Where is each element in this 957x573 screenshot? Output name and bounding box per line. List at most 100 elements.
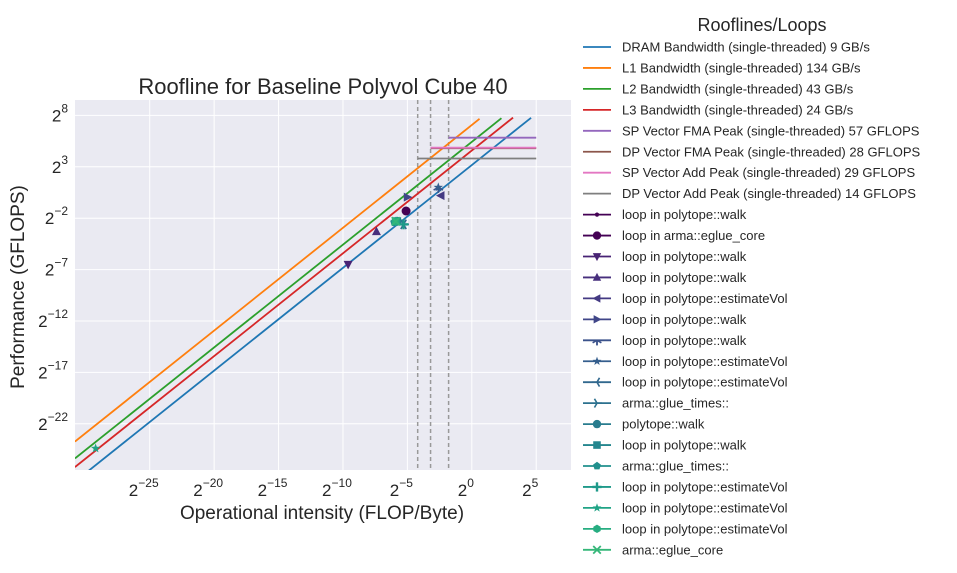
legend-item: loop in polytope::walk <box>583 333 747 348</box>
y-tick-label: 2−17 <box>38 358 68 382</box>
x-tick-label: 20 <box>458 476 474 500</box>
loop-marker <box>371 226 381 236</box>
legend-label: loop in arma::eglue_core <box>622 228 765 243</box>
loop-marker <box>398 219 409 230</box>
legend-label: loop in polytope::estimateVol <box>622 500 788 515</box>
loop-marker <box>433 182 444 192</box>
bandwidth-roofline <box>88 117 532 470</box>
legend-item: loop in polytope::walk <box>583 312 747 327</box>
legend-item: L1 Bandwidth (single-threaded) 134 GB/s <box>583 60 861 75</box>
loop-marker <box>90 443 101 453</box>
legend-label: loop in polytope::walk <box>622 438 747 453</box>
x-tick-label: 2−15 <box>258 476 288 500</box>
x-tick-label: 2−5 <box>390 476 413 500</box>
chart-title: Roofline for Baseline Polyvol Cube 40 <box>138 74 507 99</box>
legend-marker <box>591 377 601 387</box>
legend: Rooflines/Loops DRAM Bandwidth (single-t… <box>583 15 921 557</box>
legend-label: polytope::walk <box>622 417 705 432</box>
legend-marker <box>592 231 602 240</box>
loop-marker <box>403 192 413 202</box>
y-tick-label: 23 <box>52 153 68 177</box>
legend-marker <box>592 356 602 365</box>
legend-label: SP Vector Add Peak (single-threaded) 29 … <box>622 165 915 180</box>
loop-marker <box>401 206 411 216</box>
x-tick-label: 2−10 <box>322 476 352 500</box>
legend-item: loop in arma::eglue_core <box>583 228 765 243</box>
loop-marker <box>343 260 353 270</box>
legend-marker <box>593 315 602 324</box>
legend-item: loop in polytope::estimateVol <box>583 479 788 494</box>
rooflines <box>75 116 537 470</box>
legend-label: loop in polytope::estimateVol <box>622 291 788 306</box>
legend-label: arma::glue_times:: <box>622 459 729 474</box>
y-tick-label: 2−2 <box>45 204 68 228</box>
legend-item: loop in polytope::estimateVol <box>583 521 788 536</box>
legend-marker <box>593 398 603 408</box>
x-tick-label: 2−20 <box>193 476 223 500</box>
legend-item: arma::glue_times:: <box>583 459 729 474</box>
legend-item: polytope::walk <box>583 417 705 432</box>
legend-marker <box>593 441 601 449</box>
legend-label: loop in polytope::walk <box>622 249 747 264</box>
legend-title: Rooflines/Loops <box>697 15 826 35</box>
legend-marker <box>593 524 601 534</box>
legend-item: loop in polytope::walk <box>583 270 747 285</box>
legend-label: loop in polytope::estimateVol <box>622 521 788 536</box>
legend-item: SP Vector FMA Peak (single-threaded) 57 … <box>583 123 920 138</box>
legend-label: L2 Bandwidth (single-threaded) 43 GB/s <box>622 81 854 96</box>
legend-item: arma::eglue_core <box>583 542 723 557</box>
legend-items: DRAM Bandwidth (single-threaded) 9 GB/s L… <box>583 40 921 557</box>
x-tick-label: 2−25 <box>129 476 159 500</box>
plot-area <box>75 100 571 470</box>
bandwidth-roofline <box>75 118 481 443</box>
legend-item: loop in polytope::walk <box>583 438 747 453</box>
legend-label: loop in polytope::estimateVol <box>622 479 788 494</box>
loop-marker <box>435 191 445 201</box>
legend-item: DRAM Bandwidth (single-threaded) 9 GB/s <box>583 40 870 55</box>
legend-item: loop in polytope::estimateVol <box>583 375 788 390</box>
legend-label: arma::glue_times:: <box>622 396 729 411</box>
legend-label: arma::eglue_core <box>622 542 723 557</box>
legend-item: DP Vector FMA Peak (single-threaded) 28 … <box>583 144 921 159</box>
y-axis-ticks: 2−22 2−17 2−12 2−7 2−2 23 28 <box>38 101 68 433</box>
legend-item: L2 Bandwidth (single-threaded) 43 GB/s <box>583 81 854 96</box>
plot-background <box>75 100 571 470</box>
legend-item: loop in polytope::walk <box>583 249 747 264</box>
legend-label: loop in polytope::walk <box>622 333 747 348</box>
x-axis-label: Operational intensity (FLOP/Byte) <box>180 503 464 524</box>
loop-marker <box>391 216 401 226</box>
legend-marker <box>592 253 602 262</box>
legend-item: loop in polytope::estimateVol <box>583 291 788 306</box>
legend-marker <box>592 545 602 555</box>
legend-label: DP Vector FMA Peak (single-threaded) 28 … <box>622 144 921 159</box>
ridge-lines <box>416 100 450 470</box>
legend-label: loop in polytope::walk <box>622 312 747 327</box>
legend-marker <box>592 339 602 346</box>
x-tick-label: 25 <box>522 476 538 500</box>
loop-markers <box>90 182 445 453</box>
legend-marker <box>592 482 602 492</box>
legend-label: SP Vector FMA Peak (single-threaded) 57 … <box>622 123 920 138</box>
y-tick-label: 28 <box>52 101 68 125</box>
legend-marker <box>594 212 600 217</box>
legend-item: DP Vector Add Peak (single-threaded) 14 … <box>583 186 916 201</box>
legend-label: loop in polytope::estimateVol <box>622 354 788 369</box>
bandwidth-roofline <box>75 116 514 468</box>
legend-item: loop in polytope::walk <box>583 207 747 222</box>
legend-label: loop in polytope::walk <box>622 207 747 222</box>
legend-label: loop in polytope::walk <box>622 270 747 285</box>
y-tick-label: 2−22 <box>38 410 68 434</box>
legend-item: SP Vector Add Peak (single-threaded) 29 … <box>583 165 915 180</box>
legend-label: DP Vector Add Peak (single-threaded) 14 … <box>622 186 916 201</box>
x-axis-ticks: 2−25 2−20 2−15 2−10 2−5 20 25 <box>129 476 539 500</box>
y-tick-label: 2−7 <box>45 256 68 280</box>
legend-label: L3 Bandwidth (single-threaded) 24 GB/s <box>622 102 854 117</box>
legend-item: loop in polytope::estimateVol <box>583 500 788 515</box>
legend-marker <box>592 294 601 303</box>
legend-marker <box>593 461 601 470</box>
legend-label: DRAM Bandwidth (single-threaded) 9 GB/s <box>622 40 870 55</box>
y-axis-label: Performance (GFLOPS) <box>8 185 29 389</box>
y-tick-label: 2−12 <box>38 307 68 331</box>
legend-marker <box>592 503 602 512</box>
legend-item: arma::glue_times:: <box>583 396 729 411</box>
